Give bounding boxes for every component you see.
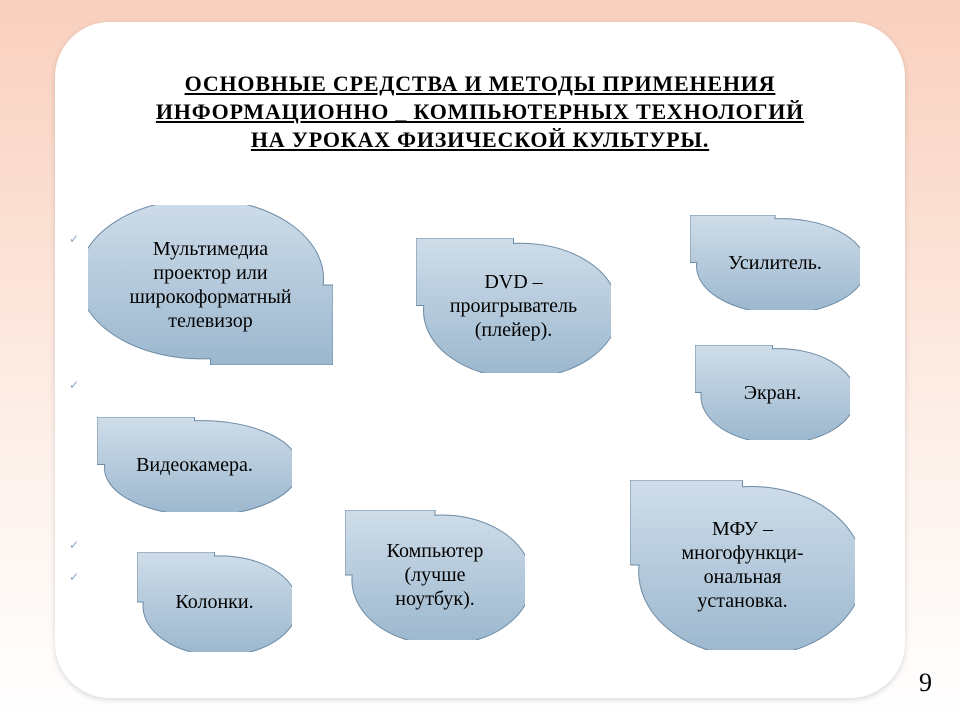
bullet-check-icon: ✓	[69, 232, 79, 247]
node-speakers: Колонки.	[137, 552, 292, 652]
slide-background: ОСНОВНЫЕ СРЕДСТВА И МЕТОДЫ ПРИМЕНЕНИЯ ИН…	[0, 0, 960, 720]
node-label-mfu: МФУ – многофункци- ональная установка.	[681, 517, 803, 613]
bullet-check-icon: ✓	[69, 538, 79, 553]
node-mfu: МФУ – многофункци- ональная установка.	[630, 480, 855, 650]
node-projector: Мультимедиа проектор или широкоформатный…	[88, 205, 333, 365]
page-number: 9	[919, 668, 932, 698]
node-label-dvd: DVD – проигрыватель (плейер).	[450, 270, 577, 342]
bullet-check-icon: ✓	[69, 570, 79, 585]
node-label-amp: Усилитель.	[728, 251, 822, 275]
node-amp: Усилитель.	[690, 215, 860, 310]
content-card: ОСНОВНЫЕ СРЕДСТВА И МЕТОДЫ ПРИМЕНЕНИЯ ИН…	[55, 22, 905, 698]
bullet-check-icon: ✓	[69, 378, 79, 393]
slide-title: ОСНОВНЫЕ СРЕДСТВА И МЕТОДЫ ПРИМЕНЕНИЯ ИН…	[55, 70, 905, 154]
node-label-speakers: Колонки.	[175, 590, 253, 614]
node-cam: Видеокамера.	[97, 417, 292, 512]
node-screen: Экран.	[695, 345, 850, 440]
node-label-projector: Мультимедиа проектор или широкоформатный…	[130, 237, 292, 333]
node-pc: Компьютер (лучше ноутбук).	[345, 510, 525, 640]
node-label-cam: Видеокамера.	[136, 453, 253, 477]
node-label-screen: Экран.	[744, 381, 802, 405]
node-dvd: DVD – проигрыватель (плейер).	[416, 238, 611, 373]
node-label-pc: Компьютер (лучше ноутбук).	[387, 539, 484, 611]
